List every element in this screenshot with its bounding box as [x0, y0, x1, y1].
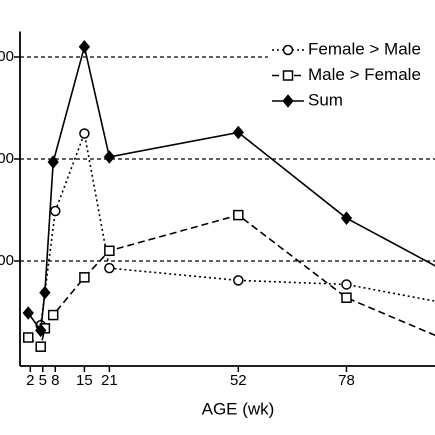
data-point — [341, 292, 352, 303]
data-point — [341, 279, 352, 290]
x-tick-label: 21 — [101, 372, 118, 389]
data-point — [78, 40, 91, 54]
x-tick-label: 8 — [51, 372, 59, 389]
x-tick-label: 2 — [26, 372, 34, 389]
y-tick-label: 100 — [0, 252, 14, 269]
data-point — [35, 323, 47, 338]
x-tick-label: 5 — [39, 372, 47, 389]
x-tick-label: 78 — [338, 372, 355, 389]
data-point — [79, 128, 90, 139]
legend-label: Female > Male — [308, 39, 421, 58]
legend-label: Male > Female — [308, 65, 421, 84]
legend-label: Sum — [308, 90, 343, 109]
data-point — [232, 125, 244, 140]
y-tick-label: 200 — [0, 150, 14, 167]
legend-bg — [268, 64, 435, 87]
legend-bg — [268, 90, 435, 112]
data-point — [79, 272, 90, 283]
y-tick-label: 300 — [0, 48, 14, 65]
x-axis-label: AGE (wk) — [202, 399, 275, 418]
legend-marker — [282, 44, 294, 56]
data-point — [104, 245, 115, 257]
data-point — [22, 306, 34, 320]
data-point — [340, 211, 353, 225]
data-point — [22, 332, 34, 343]
data-point — [39, 285, 51, 300]
legend-bg — [268, 39, 435, 61]
series-line — [27, 46, 435, 333]
data-point — [50, 205, 61, 217]
data-point — [233, 209, 244, 221]
x-tick-label: 15 — [76, 372, 93, 389]
legend-marker — [282, 70, 294, 81]
data-point — [104, 262, 115, 274]
x-tick-label: 52 — [230, 372, 247, 389]
data-point — [47, 155, 59, 169]
data-point — [35, 341, 46, 352]
data-point — [47, 309, 59, 321]
legend-marker — [282, 94, 294, 108]
data-point — [233, 275, 244, 286]
data-point — [103, 150, 116, 164]
series-line — [39, 130, 435, 326]
